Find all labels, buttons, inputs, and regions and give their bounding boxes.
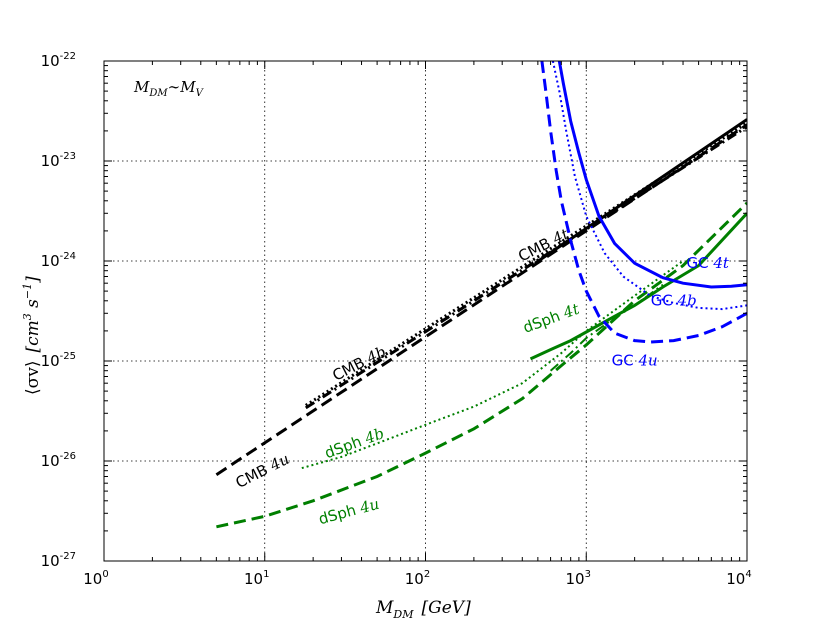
ticks: 100 101 102 103 104 10-27 10-26 10-25 10-24 10-23… xyxy=(41,51,752,588)
y-tick-label: 10-24 xyxy=(41,251,76,270)
x-tick-label: 104 xyxy=(726,569,751,588)
label-dsph-4u: dSph 4u xyxy=(317,495,382,528)
series-dsph-4b xyxy=(301,260,684,470)
series-dsph-4u xyxy=(216,201,747,529)
y-tick-label: 10-22 xyxy=(41,51,76,70)
label-cmb-4u: CMB 4u xyxy=(233,450,293,492)
y-tick-label: 10-23 xyxy=(41,151,76,170)
x-tick-label: 103 xyxy=(566,569,591,588)
y-tick-label: 10-27 xyxy=(41,551,76,570)
series-cmb-4b-dashdot xyxy=(304,125,747,410)
label-gc-4t: GC 4t xyxy=(687,254,730,272)
label-dsph-4t: dSph 4t xyxy=(521,300,583,337)
x-tick-label: 102 xyxy=(405,569,430,588)
series-dsph-dashdot xyxy=(549,283,664,372)
x-tick-label: 101 xyxy=(244,569,269,588)
label-gc-4b: GC 4b xyxy=(651,291,697,309)
series-cmb-4b xyxy=(304,121,747,407)
plot-frame xyxy=(103,60,748,562)
series-gc-4t xyxy=(557,61,747,289)
label-gc-4u: GC 4u xyxy=(612,352,658,370)
y-tick-label: 10-26 xyxy=(41,451,76,470)
series-cmb-4u xyxy=(215,123,747,476)
grid xyxy=(103,60,748,562)
series-layer xyxy=(215,61,747,529)
series-gc-4b xyxy=(551,61,747,311)
series-dsph-4t xyxy=(529,212,747,361)
x-tick-label: 100 xyxy=(83,569,108,588)
label-cmb-4b: CMB 4b xyxy=(329,342,389,384)
y-axis-label: ⟨σv⟩[cm3 s−1] xyxy=(21,276,43,395)
label-dsph-4b: dSph 4b xyxy=(322,424,386,462)
series-gc-4u xyxy=(540,61,747,344)
x-axis-label: MDM [GeV] xyxy=(375,598,471,621)
y-tick-label: 10-25 xyxy=(41,351,76,370)
corner-annotation: MDM∼MV xyxy=(133,78,205,99)
